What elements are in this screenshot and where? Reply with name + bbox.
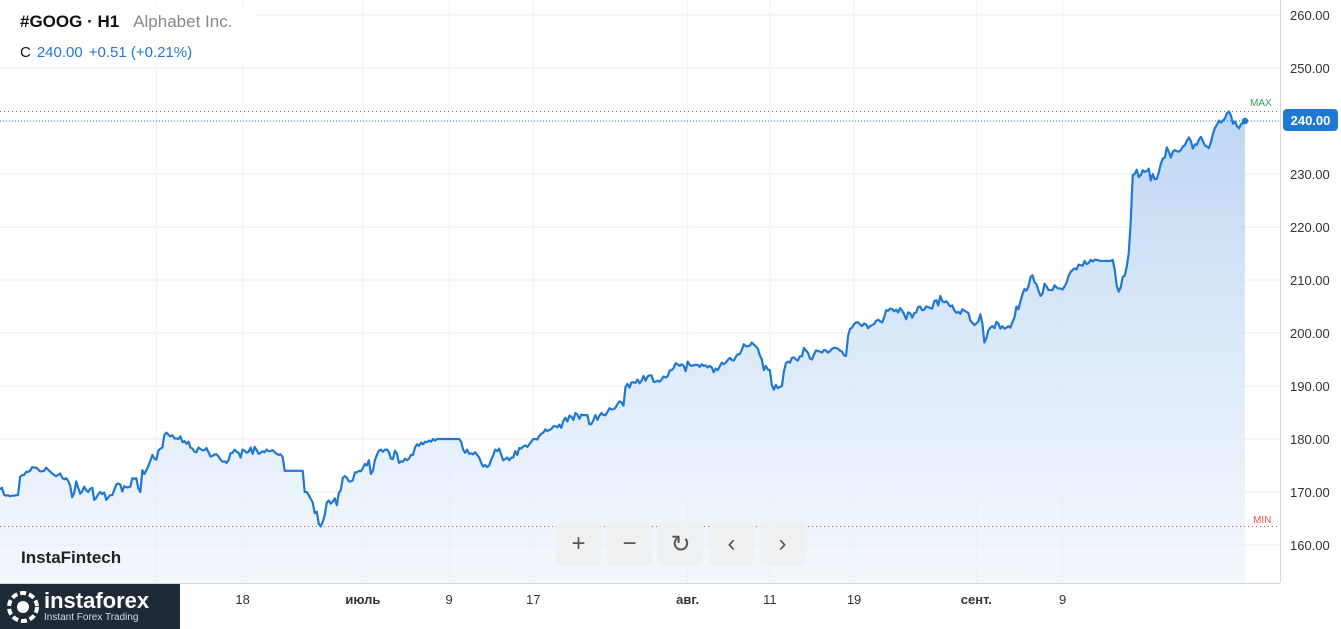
y-axis: 260.00250.00240.00230.00220.00210.00200.… [1290, 8, 1330, 553]
y-tick-label: 190.00 [1290, 379, 1330, 394]
close-value: 240.00 [36, 44, 83, 61]
last-price-dot [1241, 117, 1249, 125]
y-tick-label: 230.00 [1290, 167, 1330, 182]
x-tick-label: 9 [445, 592, 452, 607]
instaforex-logo-icon [7, 590, 39, 623]
x-tick-label: июль [345, 592, 380, 607]
x-tick-label: 19 [847, 592, 861, 607]
x-tick-label: 9 [1059, 592, 1066, 607]
chart-controls: + − ↻ ‹ › [556, 522, 805, 566]
x-tick-label: 11 [763, 592, 777, 607]
x-tick-label: 18 [235, 592, 249, 607]
last-price-tag: 240.00 [1283, 109, 1338, 131]
y-tick-label: 180.00 [1290, 432, 1330, 447]
chevron-left-icon: ‹ [727, 530, 736, 557]
min-label: MIN [1253, 515, 1272, 526]
logo-tagline: Instant Forex Trading [44, 611, 139, 623]
close-label: C [20, 44, 31, 61]
price-line [0, 110, 1246, 528]
company-name: Alphabet Inc. [133, 12, 233, 31]
plus-icon: + [571, 530, 586, 557]
x-tick-label: авг. [676, 592, 699, 607]
y-tick-label: 220.00 [1290, 220, 1330, 235]
minus-icon: − [622, 530, 637, 557]
chevron-right-icon: › [778, 530, 787, 557]
symbol-label[interactable]: #GOOG · H1 [20, 12, 120, 31]
brand-label: InstaFintech [21, 548, 122, 567]
chart-header: #GOOG · H1 Alphabet Inc. C 240.00 +0.51 (+0… [0, 6, 255, 65]
instaforex-logo[interactable]: instaforex Instant Forex Trading [0, 584, 180, 629]
y-tick-label: 250.00 [1290, 61, 1330, 76]
x-tick-label: 17 [526, 592, 540, 607]
scroll-right-button[interactable]: › [760, 522, 805, 566]
zoom-out-button[interactable]: − [607, 522, 652, 566]
y-tick-label: 260.00 [1290, 8, 1330, 23]
reset-icon: ↻ [670, 530, 691, 558]
reset-button[interactable]: ↻ [658, 522, 703, 566]
max-label: MAX [1250, 98, 1272, 109]
price-change: +0.51 (+0.21%) [88, 44, 193, 61]
y-tick-label: 160.00 [1290, 538, 1330, 553]
zoom-in-button[interactable]: + [556, 522, 601, 566]
scroll-left-button[interactable]: ‹ [709, 522, 754, 566]
price-area-fill [0, 111, 1245, 584]
logo-name: instaforex [44, 587, 150, 613]
y-tick-label: 210.00 [1290, 273, 1330, 288]
y-tick-label: 170.00 [1290, 485, 1330, 500]
x-tick-label: сент. [961, 592, 992, 607]
y-tick-label: 200.00 [1290, 326, 1330, 341]
